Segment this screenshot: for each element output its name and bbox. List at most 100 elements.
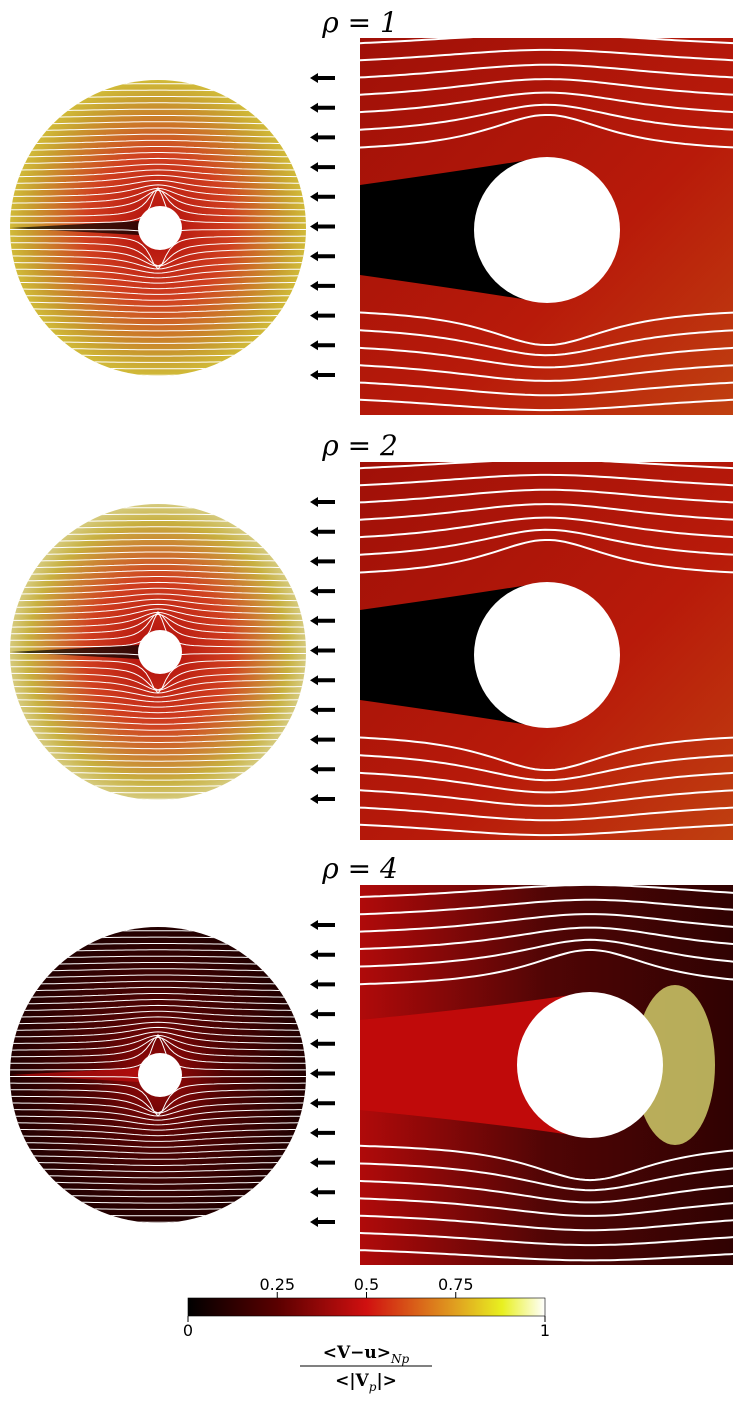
streamline	[10, 127, 306, 132]
streamline	[360, 938, 733, 968]
streamline	[10, 1115, 306, 1126]
flow-arrow	[310, 132, 335, 143]
streamline	[360, 913, 733, 933]
streamline	[10, 1148, 306, 1154]
flow-arrow	[310, 675, 335, 686]
flow-arrow	[310, 1068, 335, 1079]
streamline	[355, 3, 733, 9]
flow-arrow	[310, 794, 335, 804]
streamline	[360, 38, 733, 45]
streamline	[360, 103, 733, 131]
flow-arrow	[310, 340, 335, 351]
streamline	[10, 288, 306, 295]
streamline	[10, 692, 306, 703]
label-part: <|V	[335, 1371, 369, 1391]
streamline	[360, 539, 733, 574]
obstacle	[474, 157, 620, 303]
hole	[138, 1053, 182, 1097]
streamline	[10, 1168, 306, 1173]
streamline	[10, 1109, 306, 1121]
hole	[138, 206, 182, 250]
streamline	[360, 1144, 733, 1182]
flow-arrow	[310, 191, 335, 202]
streamline	[10, 501, 306, 502]
panel-title: ρ = 1	[321, 6, 398, 39]
streamline	[10, 557, 306, 562]
flow-arrow	[310, 1009, 335, 1020]
flow-arrow	[310, 586, 335, 597]
streamline	[360, 1162, 733, 1192]
streamline	[360, 462, 733, 470]
streamline	[10, 1033, 306, 1071]
streamline	[10, 1004, 306, 1012]
streamline	[10, 1095, 306, 1114]
streamline	[10, 121, 306, 125]
streamline	[10, 255, 306, 270]
streamline	[10, 186, 306, 224]
streamline	[360, 381, 733, 397]
streamline	[10, 1174, 306, 1179]
label-part: |>	[376, 1371, 396, 1391]
streamline	[360, 898, 733, 916]
flow-arrow	[310, 102, 335, 113]
streamline	[10, 610, 306, 648]
streamline	[10, 738, 306, 743]
streamline	[10, 705, 306, 714]
flow-arrow	[310, 1098, 335, 1109]
streamline	[10, 563, 306, 569]
flow-arrow	[310, 1217, 335, 1227]
streamline	[10, 1161, 306, 1166]
streamline	[10, 139, 306, 145]
streamline	[10, 1036, 306, 1058]
streamline	[10, 308, 306, 313]
streamline	[360, 1249, 733, 1262]
flow-arrow	[310, 734, 335, 745]
streamline	[10, 146, 306, 151]
streamline	[10, 295, 306, 301]
streamline	[10, 327, 306, 332]
flow-arrow	[310, 280, 335, 291]
streamline	[10, 587, 306, 595]
flow-arrow	[310, 221, 335, 232]
flow-arrow	[310, 764, 335, 775]
streamline	[10, 980, 306, 985]
streamline	[10, 1031, 306, 1044]
streamline	[10, 924, 306, 925]
streamline	[10, 1135, 306, 1142]
streamline	[10, 184, 306, 197]
streamline	[355, 451, 733, 457]
flow-arrow	[310, 556, 335, 567]
streamline	[355, 19, 733, 26]
streamline	[10, 301, 306, 307]
disk-wake	[10, 220, 158, 236]
hole	[138, 630, 182, 674]
streamline	[355, 842, 733, 851]
disk-wake	[10, 644, 158, 660]
streamline	[10, 1142, 306, 1148]
streamline	[10, 189, 306, 211]
streamline	[355, 859, 733, 866]
flow-arrow	[310, 1127, 335, 1138]
streamline	[360, 1179, 733, 1204]
streamline	[10, 1155, 306, 1160]
streamline	[10, 334, 306, 338]
streamline	[10, 152, 306, 158]
label-sub: Np	[390, 1352, 410, 1366]
streamline	[360, 771, 733, 794]
flow-arrow	[310, 251, 335, 262]
streamline	[10, 612, 306, 641]
streamline	[10, 1102, 306, 1117]
tick-label: 0.75	[438, 1275, 474, 1294]
streamline	[360, 473, 733, 487]
streamline	[10, 1181, 306, 1185]
tick-label: 0	[183, 1321, 193, 1340]
streamline	[360, 1197, 733, 1217]
streamline	[360, 926, 733, 951]
flow-arrow	[310, 497, 335, 507]
streamline	[360, 516, 733, 539]
tick-label: 0.5	[354, 1275, 379, 1294]
streamline	[360, 346, 733, 369]
streamline	[10, 275, 306, 284]
streamline	[10, 576, 306, 582]
